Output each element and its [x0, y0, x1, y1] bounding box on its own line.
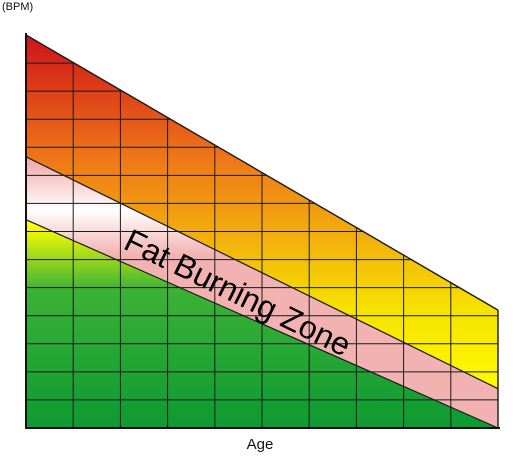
zone-upper-boundary: [25, 156, 499, 390]
x-axis-label: Age: [246, 436, 274, 453]
y-axis-label: (BPM): [2, 1, 34, 13]
zone-lower-boundary: [25, 219, 499, 429]
max-heart-rate-line: [25, 34, 499, 311]
